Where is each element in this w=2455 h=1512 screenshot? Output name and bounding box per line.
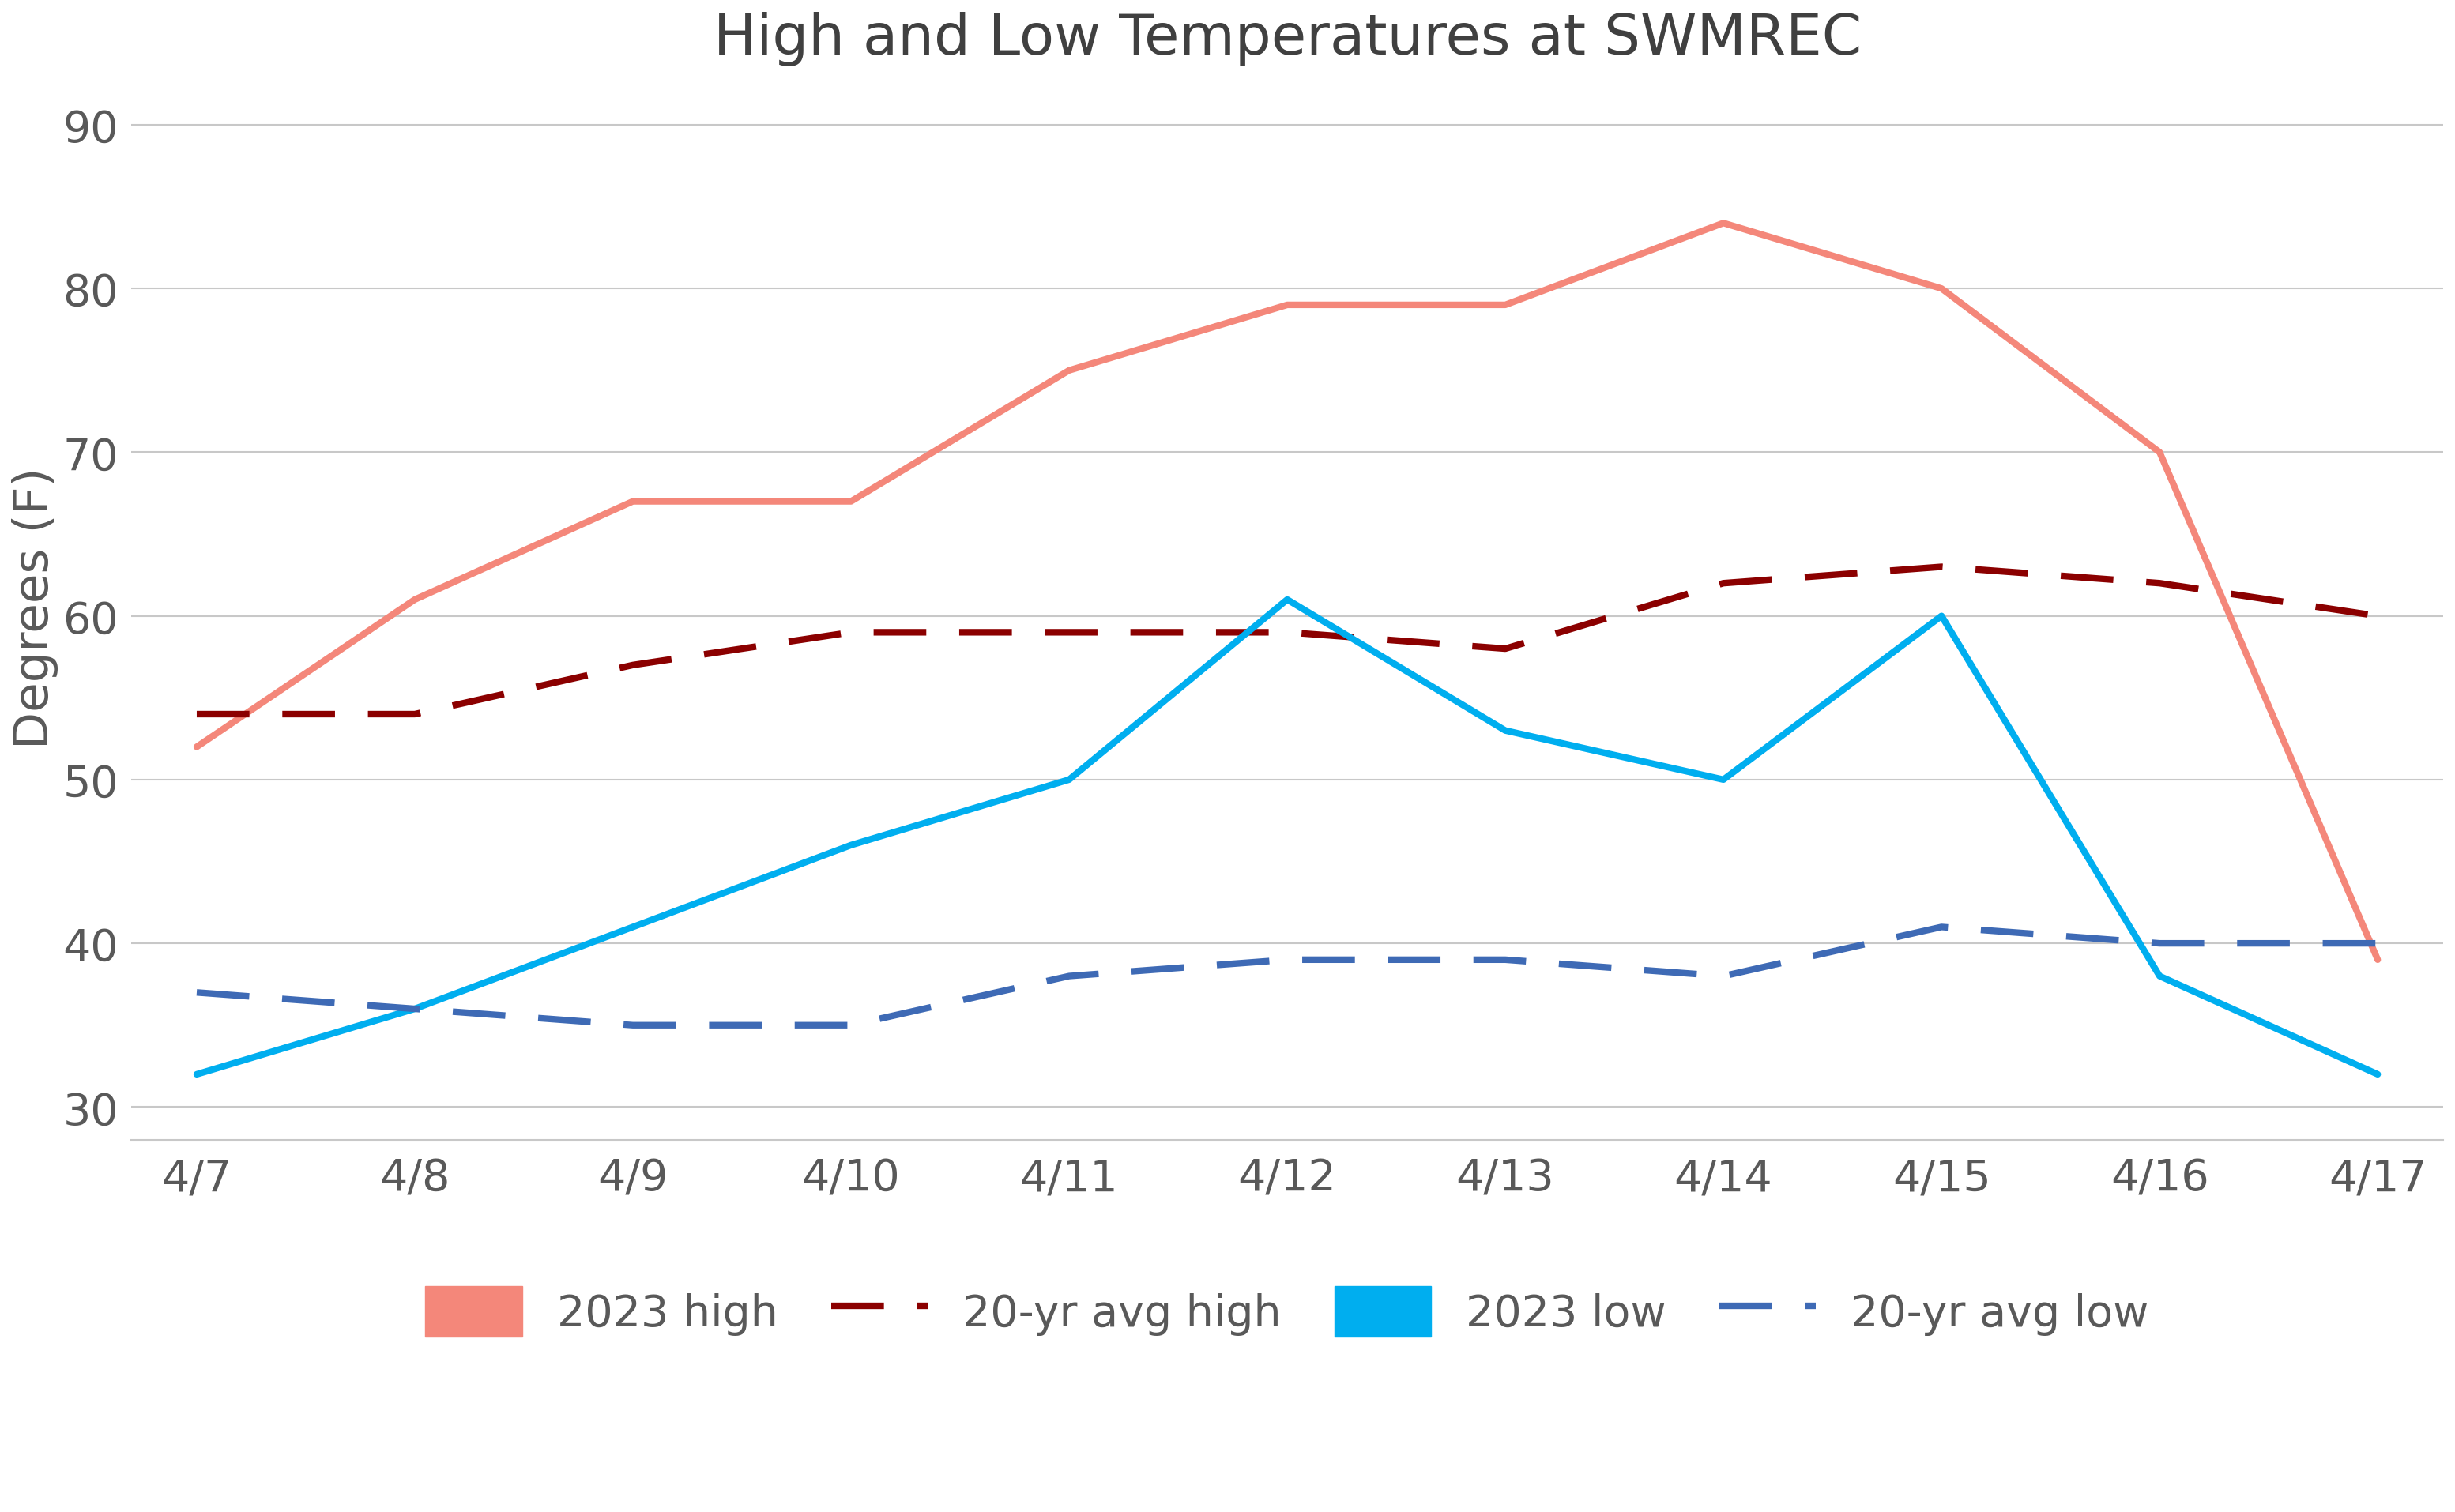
Title: High and Low Temperatures at SWMREC: High and Low Temperatures at SWMREC bbox=[712, 12, 1861, 67]
20-yr avg low bbox=[1927, 918, 1957, 936]
20-yr avg high bbox=[837, 623, 867, 641]
20-yr avg high bbox=[2364, 608, 2394, 626]
2023 low bbox=[837, 836, 867, 854]
20-yr avg low bbox=[837, 1016, 867, 1034]
20-yr avg high bbox=[182, 706, 211, 724]
20-yr avg low bbox=[2146, 934, 2175, 953]
2023 high bbox=[619, 493, 648, 511]
Line: 2023 low: 2023 low bbox=[196, 600, 2379, 1075]
20-yr avg low bbox=[1709, 968, 1738, 986]
20-yr avg high bbox=[619, 656, 648, 674]
20-yr avg low bbox=[1272, 951, 1301, 969]
20-yr avg low bbox=[400, 999, 430, 1018]
20-yr avg high bbox=[1272, 623, 1301, 641]
2023 high bbox=[1490, 296, 1520, 314]
2023 high bbox=[837, 493, 867, 511]
20-yr avg high bbox=[2146, 575, 2175, 593]
20-yr avg low bbox=[1053, 968, 1083, 986]
2023 low bbox=[1709, 771, 1738, 789]
20-yr avg low bbox=[2364, 934, 2394, 953]
2023 low bbox=[400, 999, 430, 1018]
20-yr avg low bbox=[619, 1016, 648, 1034]
Line: 2023 high: 2023 high bbox=[196, 224, 2379, 960]
20-yr avg high bbox=[1053, 623, 1083, 641]
20-yr avg high bbox=[1709, 575, 1738, 593]
20-yr avg high bbox=[1927, 558, 1957, 576]
Y-axis label: Degrees (F): Degrees (F) bbox=[12, 467, 59, 748]
Line: 20-yr avg high: 20-yr avg high bbox=[196, 567, 2379, 715]
2023 low bbox=[182, 1066, 211, 1084]
2023 low bbox=[619, 918, 648, 936]
2023 low bbox=[1053, 771, 1083, 789]
20-yr avg low bbox=[182, 984, 211, 1002]
2023 low bbox=[1490, 721, 1520, 739]
Line: 20-yr avg low: 20-yr avg low bbox=[196, 927, 2379, 1025]
20-yr avg high bbox=[400, 706, 430, 724]
2023 high bbox=[1709, 215, 1738, 233]
2023 high bbox=[1272, 296, 1301, 314]
2023 high bbox=[1053, 361, 1083, 380]
Legend: 2023 high, 20-yr avg high, 2023 low, 20-yr avg low: 2023 high, 20-yr avg high, 2023 low, 20-… bbox=[408, 1269, 2168, 1355]
20-yr avg high bbox=[1490, 640, 1520, 658]
2023 low bbox=[2146, 968, 2175, 986]
2023 high bbox=[400, 591, 430, 609]
20-yr avg low bbox=[1490, 951, 1520, 969]
2023 high bbox=[2146, 443, 2175, 461]
2023 high bbox=[182, 738, 211, 756]
2023 high bbox=[2364, 951, 2394, 969]
2023 low bbox=[1927, 608, 1957, 626]
2023 low bbox=[2364, 1066, 2394, 1084]
2023 low bbox=[1272, 591, 1301, 609]
2023 high bbox=[1927, 280, 1957, 298]
